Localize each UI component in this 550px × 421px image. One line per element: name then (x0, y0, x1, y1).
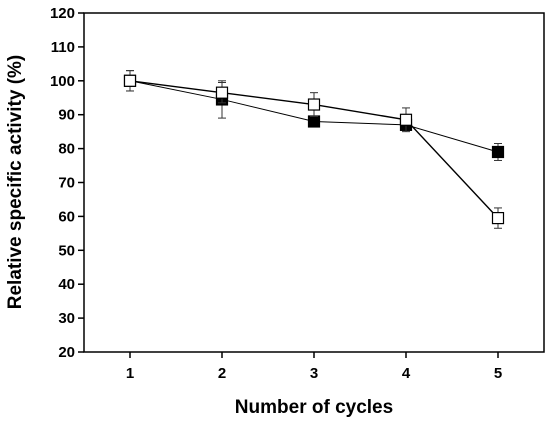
x-tick-label: 4 (402, 365, 411, 382)
y-tick-label: 100 (50, 73, 75, 90)
y-tick-label: 70 (58, 175, 75, 192)
y-tick-label: 20 (58, 344, 75, 361)
x-tick-label: 1 (126, 365, 134, 382)
data-point (399, 113, 413, 126)
plot-frame (83, 12, 545, 353)
x-tick-label: 3 (310, 365, 318, 382)
data-point (491, 145, 505, 159)
data-point (491, 211, 505, 225)
y-tick-label: 110 (51, 39, 75, 56)
data-point (307, 98, 321, 111)
y-tick-label: 120 (50, 5, 75, 22)
x-axis-title: Number of cycles (235, 397, 393, 418)
y-tick-label: 80 (58, 141, 75, 158)
y-tick-label: 60 (58, 208, 75, 225)
data-point (307, 115, 321, 128)
data-point (215, 86, 229, 99)
y-tick-label: 40 (58, 276, 75, 293)
x-tick-label: 2 (218, 365, 226, 382)
x-axis: 1 2 3 4 5 (126, 352, 502, 382)
y-tick-label: 90 (58, 107, 75, 124)
y-axis: 20 30 40 50 60 70 80 90 100 110 120 (50, 5, 84, 361)
y-tick-label: 30 (58, 310, 75, 327)
series-layer (123, 70, 505, 229)
y-tick-label: 50 (58, 242, 75, 259)
y-axis-title: Relative specific activity (%) (5, 55, 26, 310)
x-tick-label: 5 (494, 365, 502, 382)
series-2 (123, 70, 505, 229)
data-point (123, 74, 137, 87)
